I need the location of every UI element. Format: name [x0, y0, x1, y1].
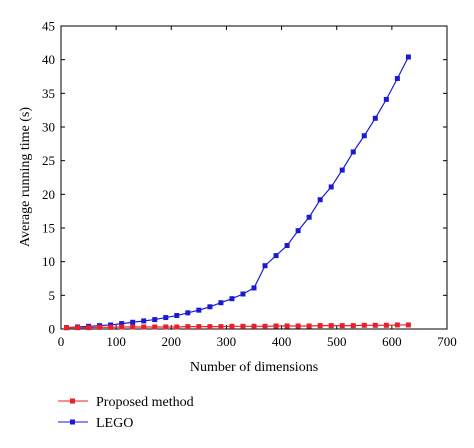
data-point-proposed — [284, 323, 290, 329]
data-point-proposed — [229, 323, 235, 329]
data-point-proposed — [339, 323, 345, 329]
data-point-proposed — [328, 323, 334, 329]
y-tick-label: 30 — [42, 120, 55, 135]
series-proposed — [64, 322, 411, 331]
data-point-lego — [174, 313, 180, 319]
data-point-proposed — [218, 324, 224, 330]
data-point-proposed — [383, 322, 389, 328]
y-tick-label: 20 — [42, 187, 55, 202]
data-point-proposed — [97, 324, 103, 330]
data-point-lego — [273, 253, 279, 259]
data-point-lego — [152, 317, 158, 323]
data-point-lego — [229, 296, 235, 302]
data-point-lego — [141, 318, 147, 324]
data-point-lego — [306, 214, 312, 220]
x-tick-label: 100 — [106, 334, 126, 349]
data-point-lego — [163, 315, 169, 321]
data-point-lego — [218, 300, 224, 306]
data-point-proposed — [372, 322, 378, 328]
data-point-lego — [185, 310, 191, 316]
data-point-proposed — [306, 323, 312, 329]
data-point-lego — [251, 285, 257, 291]
data-point-proposed — [75, 325, 81, 331]
y-axis-title: Average running time (s) — [18, 107, 33, 247]
data-point-lego — [394, 76, 400, 82]
x-tick-label: 300 — [217, 334, 237, 349]
data-point-lego — [405, 54, 411, 60]
data-point-proposed — [207, 324, 213, 330]
data-point-lego — [196, 307, 202, 313]
data-point-lego — [328, 184, 334, 190]
data-point-lego — [130, 319, 136, 325]
data-point-proposed — [361, 322, 367, 328]
legend: Proposed method LEGO — [58, 395, 194, 431]
data-point-lego — [317, 197, 323, 203]
data-point-proposed — [295, 323, 301, 329]
data-point-proposed — [86, 325, 92, 331]
legend-item-lego: LEGO — [58, 416, 133, 431]
x-axis-title: Number of dimensions — [190, 360, 318, 375]
x-tick-label: 200 — [162, 334, 182, 349]
axis-ticks: 0 100 200 300 400 500 600 700 0 5 10 15 20 25 30 35 40 45 — [42, 19, 457, 350]
series-layer — [64, 54, 411, 331]
data-point-proposed — [251, 323, 257, 329]
y-tick-label: 40 — [42, 52, 55, 67]
data-point-lego — [372, 115, 378, 121]
series-lego — [64, 54, 411, 331]
data-point-proposed — [405, 322, 411, 328]
y-tick-label: 45 — [42, 19, 55, 34]
legend-marker-proposed — [70, 398, 75, 404]
data-point-proposed — [273, 323, 279, 329]
data-point-proposed — [119, 324, 125, 330]
legend-label-lego: LEGO — [96, 416, 133, 431]
data-point-proposed — [240, 323, 246, 329]
x-tick-label: 0 — [58, 334, 65, 349]
y-tick-label: 25 — [42, 153, 55, 168]
y-tick-label: 15 — [42, 221, 55, 236]
data-point-lego — [383, 96, 389, 102]
data-point-proposed — [394, 322, 400, 328]
x-tick-label: 500 — [327, 334, 347, 349]
data-point-proposed — [108, 324, 114, 330]
data-point-lego — [262, 263, 268, 269]
data-point-lego — [240, 291, 246, 297]
data-point-proposed — [174, 324, 180, 330]
data-point-proposed — [152, 324, 158, 330]
data-point-proposed — [64, 325, 70, 331]
legend-item-proposed: Proposed method — [58, 395, 194, 410]
data-point-lego — [284, 243, 290, 249]
series-line-proposed — [66, 324, 409, 329]
y-tick-label: 5 — [49, 288, 56, 303]
legend-marker-lego — [70, 419, 75, 425]
x-tick-label: 600 — [382, 334, 402, 349]
data-point-proposed — [350, 323, 356, 329]
data-point-proposed — [196, 324, 202, 330]
series-line-lego — [66, 56, 409, 329]
data-point-proposed — [185, 324, 191, 330]
data-point-proposed — [262, 323, 268, 329]
x-tick-label: 700 — [437, 334, 457, 349]
y-tick-label: 35 — [42, 86, 55, 101]
data-point-lego — [207, 304, 213, 310]
data-point-lego — [361, 133, 367, 139]
data-point-proposed — [163, 324, 169, 330]
data-point-proposed — [130, 324, 136, 330]
data-point-proposed — [317, 323, 323, 329]
y-tick-label: 10 — [42, 254, 55, 269]
data-point-proposed — [141, 324, 147, 330]
data-point-lego — [339, 167, 345, 173]
plot-frame — [60, 25, 448, 330]
data-point-lego — [119, 321, 125, 327]
data-point-lego — [295, 228, 301, 234]
data-point-lego — [350, 149, 356, 155]
x-tick-label: 400 — [272, 334, 292, 349]
legend-label-proposed: Proposed method — [96, 395, 194, 410]
y-tick-label: 0 — [49, 322, 56, 337]
